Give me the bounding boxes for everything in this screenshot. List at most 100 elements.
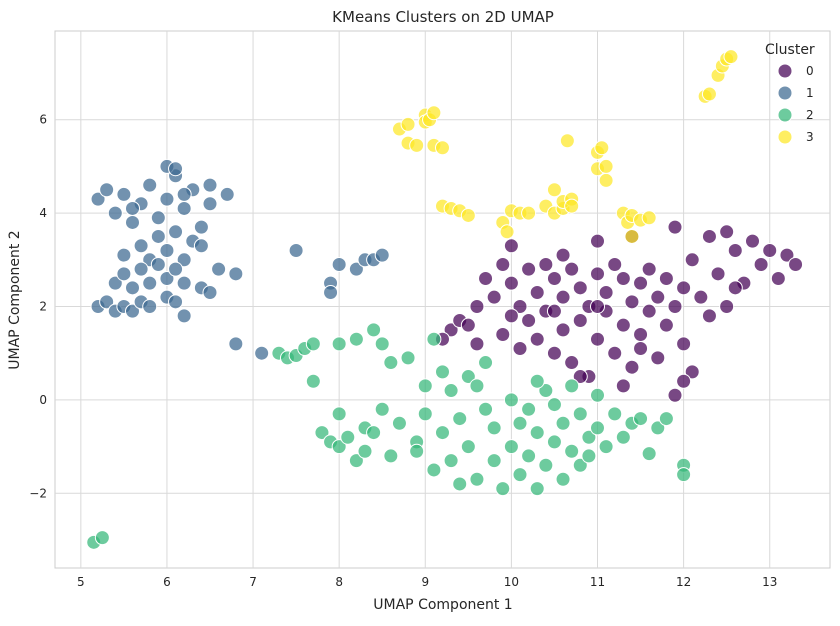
x-tick-label: 13	[762, 575, 777, 589]
point-cluster-0	[469, 299, 485, 315]
point-cluster-2	[348, 331, 364, 347]
point-cluster-0	[615, 378, 631, 394]
point-cluster-2	[658, 411, 674, 427]
point-cluster-1	[116, 266, 132, 282]
point-cluster-0	[495, 327, 511, 343]
point-cluster-2	[305, 336, 321, 352]
legend-title: Cluster	[765, 42, 815, 58]
point-cluster-0	[607, 345, 623, 361]
point-cluster-0	[719, 299, 735, 315]
point-cluster-0	[667, 387, 683, 403]
point-cluster-0	[572, 369, 588, 385]
point-cluster-2	[443, 383, 459, 399]
point-cluster-0	[572, 313, 588, 329]
point-cluster-1	[254, 345, 270, 361]
point-cluster-0	[770, 270, 786, 286]
point-cluster-1	[193, 238, 209, 254]
point-cluster-1	[228, 266, 244, 282]
point-cluster-2	[305, 373, 321, 389]
point-cluster-1	[142, 299, 158, 315]
point-cluster-0	[598, 284, 614, 300]
point-cluster-2	[650, 420, 666, 436]
point-cluster-0	[641, 303, 657, 319]
point-cluster-3	[426, 105, 442, 121]
x-tick-label: 12	[676, 575, 691, 589]
y-tick-label: −2	[29, 486, 47, 500]
point-cluster-2	[331, 406, 347, 422]
point-cluster-0	[624, 294, 640, 310]
point-cluster-3	[564, 198, 580, 214]
series-cluster-3	[391, 49, 739, 244]
point-cluster-0	[521, 313, 537, 329]
point-cluster-2	[374, 336, 390, 352]
point-cluster-2	[383, 448, 399, 464]
point-cluster-3	[598, 172, 614, 188]
point-cluster-1	[168, 161, 184, 177]
point-cluster-1	[323, 284, 339, 300]
point-cluster-1	[99, 182, 115, 198]
point-cluster-0	[503, 308, 519, 324]
point-cluster-0	[512, 341, 528, 357]
point-cluster-1	[176, 308, 192, 324]
point-cluster-2	[409, 443, 425, 459]
point-cluster-1	[331, 256, 347, 272]
point-cluster-0	[633, 275, 649, 291]
point-cluster-1	[107, 275, 123, 291]
point-cluster-2	[615, 429, 631, 445]
point-cluster-1	[116, 186, 132, 202]
point-cluster-0	[529, 284, 545, 300]
point-cluster-2	[572, 457, 588, 473]
point-cluster-2	[366, 425, 382, 441]
x-tick-label: 9	[421, 575, 429, 589]
x-axis-label: UMAP Component 1	[373, 597, 512, 613]
point-cluster-0	[555, 247, 571, 263]
point-cluster-0	[590, 266, 605, 282]
y-tick-label: 4	[39, 206, 47, 220]
point-cluster-2	[460, 439, 476, 455]
point-cluster-1	[125, 200, 140, 216]
point-cluster-2	[383, 355, 399, 371]
point-cluster-1	[176, 252, 192, 268]
x-tick-labels: 5 6 7 8 9 10 11 12 13	[77, 575, 777, 589]
point-cluster-0	[512, 299, 528, 315]
point-cluster-2	[512, 415, 528, 431]
point-cluster-2	[94, 530, 110, 546]
point-cluster-2	[400, 350, 416, 366]
point-cluster-0	[538, 256, 554, 272]
point-cluster-0	[590, 233, 605, 249]
point-cluster-0	[633, 341, 649, 357]
point-cluster-3	[435, 140, 450, 156]
point-cluster-0	[658, 270, 674, 286]
point-cluster-0	[745, 233, 760, 249]
point-cluster-2	[598, 439, 614, 455]
point-cluster-1	[90, 191, 106, 207]
point-cluster-1	[142, 275, 158, 291]
point-cluster-0	[650, 289, 666, 305]
point-cluster-3	[499, 224, 515, 240]
point-cluster-0	[624, 359, 640, 375]
point-cluster-3	[598, 158, 614, 174]
point-cluster-2	[564, 443, 580, 459]
point-cluster-2	[633, 411, 649, 427]
point-cluster-0	[572, 280, 588, 296]
point-cluster-0	[710, 266, 726, 282]
point-cluster-0	[684, 364, 700, 380]
point-cluster-3	[624, 228, 640, 244]
point-cluster-0	[486, 289, 502, 305]
point-cluster-1	[202, 284, 218, 300]
point-cluster-0	[615, 270, 631, 286]
point-cluster-1	[219, 186, 235, 202]
point-cluster-2	[469, 471, 485, 487]
point-cluster-0	[641, 261, 657, 277]
point-cluster-0	[676, 280, 692, 296]
point-cluster-3	[546, 182, 562, 198]
x-tick-label: 5	[77, 575, 85, 589]
point-cluster-3	[521, 205, 537, 221]
x-tick-label: 6	[163, 575, 171, 589]
point-cluster-0	[727, 280, 743, 296]
legend: Cluster 0 1 2 3	[765, 42, 815, 145]
point-cluster-2	[478, 355, 494, 371]
point-cluster-2	[452, 476, 468, 492]
point-cluster-1	[168, 224, 184, 240]
